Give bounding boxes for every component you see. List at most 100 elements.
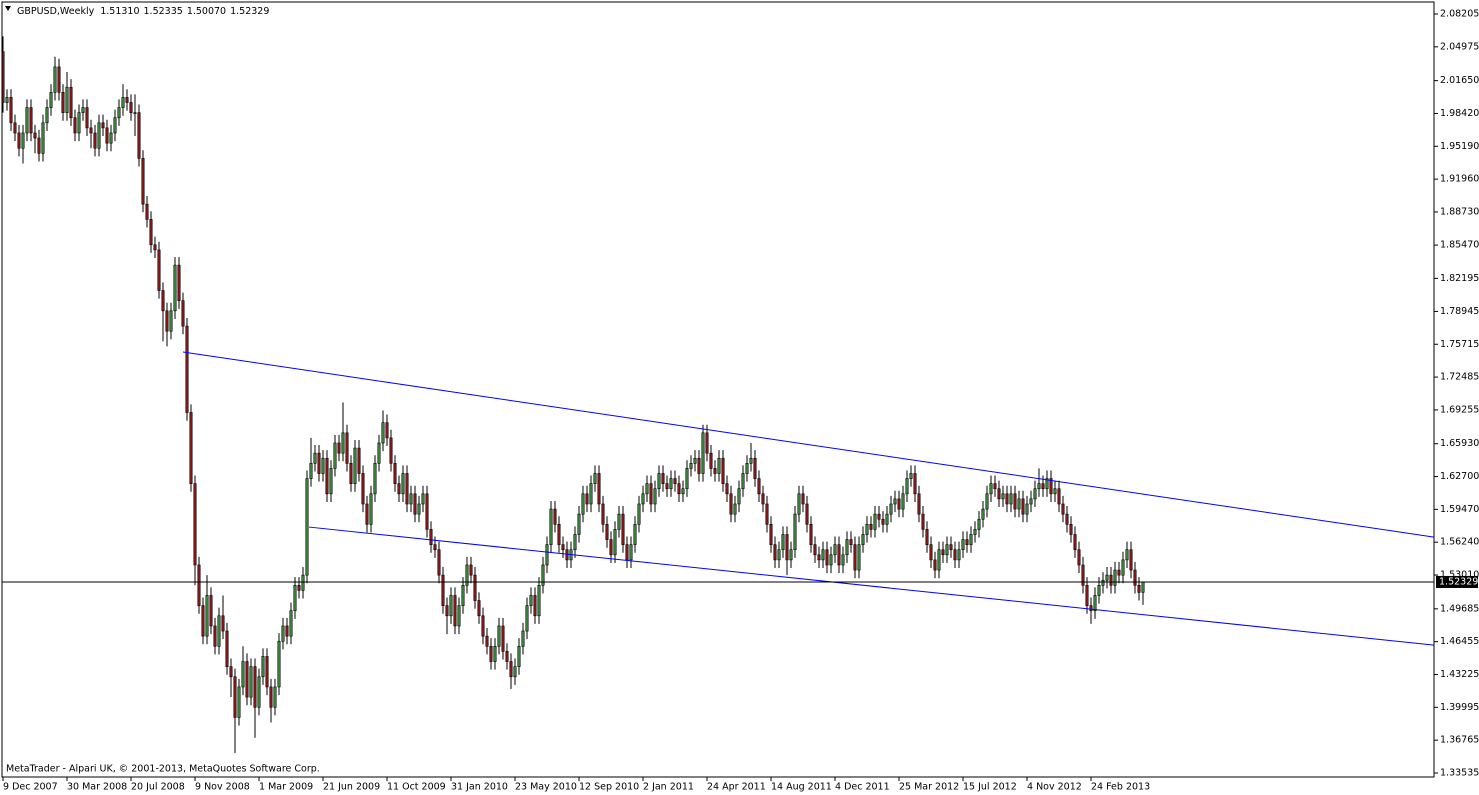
x-tick-label: 25 Mar 2012 <box>899 782 959 793</box>
candle-body <box>665 483 669 490</box>
plot <box>1 36 1435 754</box>
x-tick-label: 21 Jun 2009 <box>323 782 380 793</box>
candle-body <box>229 666 233 678</box>
candle-body <box>513 666 517 678</box>
candle-body <box>297 585 301 591</box>
candle-body <box>53 66 57 93</box>
candle-body <box>77 112 81 134</box>
candle-body <box>501 625 505 652</box>
candle-body <box>121 97 125 108</box>
candle-body <box>149 219 153 246</box>
candle-body <box>1089 605 1093 612</box>
candle-body <box>869 524 873 530</box>
candle-body <box>157 249 161 291</box>
candle-body <box>805 503 809 525</box>
candle-body <box>669 478 673 490</box>
candle-body <box>725 483 729 495</box>
candle-body <box>997 488 1001 500</box>
candle-body <box>889 503 893 515</box>
x-tick-label: 15 Jul 2012 <box>963 782 1017 793</box>
candle-body <box>169 310 173 332</box>
candle-body <box>153 244 157 251</box>
candle-body <box>105 127 109 144</box>
candle-body <box>61 92 65 113</box>
candle-body <box>953 549 957 561</box>
candle-body <box>17 132 21 149</box>
candle-body <box>13 122 17 134</box>
candle-body <box>905 478 909 495</box>
candle-body <box>581 493 585 515</box>
candle-body <box>473 574 477 601</box>
candle-body <box>1137 585 1141 593</box>
candle-body <box>957 549 961 561</box>
candle-body <box>1085 585 1089 606</box>
x-tick-label: 20 Jul 2008 <box>131 782 185 793</box>
candle-body <box>677 483 681 495</box>
candle-body <box>745 463 749 474</box>
candle-body <box>457 605 461 627</box>
candle-body <box>289 610 293 637</box>
candle-body <box>945 544 949 556</box>
candle-body <box>477 600 481 617</box>
candle-body <box>949 544 953 551</box>
candle-body <box>213 625 217 647</box>
candle-body <box>165 310 169 332</box>
candle-body <box>49 92 53 108</box>
x-tick-label: 11 Oct 2009 <box>387 782 446 793</box>
candle-body <box>1105 574 1109 581</box>
candle-body <box>621 513 625 545</box>
candle-body <box>113 117 117 134</box>
candle-body <box>617 513 621 530</box>
y-tick-label: 1.91960 <box>1440 174 1479 185</box>
candle-body <box>901 493 905 510</box>
candle-body <box>301 574 305 591</box>
candle-body <box>197 564 201 606</box>
candle-body <box>461 585 465 606</box>
candle-body <box>1125 549 1129 561</box>
candle-body <box>425 493 429 530</box>
candle-body <box>177 264 181 301</box>
candle-body <box>489 645 493 662</box>
candle-body <box>969 534 973 545</box>
candle-body <box>129 102 133 113</box>
candle-body <box>1117 569 1121 576</box>
candle-body <box>29 107 33 134</box>
candle-body <box>1077 549 1081 566</box>
candle-body <box>25 107 29 134</box>
x-tick-label: 14 Aug 2011 <box>771 782 832 793</box>
candle-body <box>441 574 445 606</box>
candle-body <box>845 539 849 556</box>
candle-body <box>181 300 185 327</box>
open-label: 1.51310 <box>100 6 139 17</box>
x-tick-label: 31 Jan 2010 <box>451 782 508 793</box>
candle-body <box>45 107 49 124</box>
candle-body <box>885 513 889 525</box>
dropdown-icon[interactable] <box>5 6 11 11</box>
candle-body <box>405 473 409 505</box>
candle-body <box>173 264 177 312</box>
candle-body <box>929 544 933 561</box>
candle-body <box>125 97 129 103</box>
candle-body <box>529 595 533 606</box>
candle-body <box>917 493 921 515</box>
candle-body <box>481 615 485 637</box>
candle-body <box>537 585 541 617</box>
candle-body <box>81 107 85 113</box>
candle-body <box>1045 478 1049 490</box>
candle-body <box>185 325 189 413</box>
candle-body <box>761 493 765 505</box>
y-tick-label: 1.36765 <box>1440 735 1479 746</box>
candle-body <box>1101 579 1105 586</box>
candle-body <box>1029 498 1033 505</box>
candle-body <box>21 132 25 149</box>
y-tick-label: 2.08205 <box>1440 9 1479 20</box>
candle-body <box>133 112 137 114</box>
candle-body <box>601 503 605 525</box>
candle-body <box>413 493 417 515</box>
candle-body <box>85 107 89 129</box>
candle-body <box>877 513 881 520</box>
candle-body <box>821 549 825 561</box>
trend-line <box>308 526 1435 646</box>
